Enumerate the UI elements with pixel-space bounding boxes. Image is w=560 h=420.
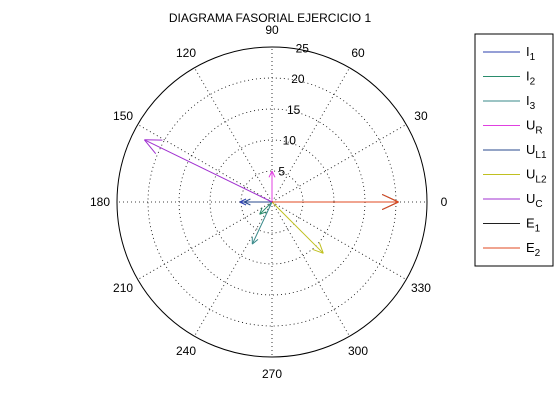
legend-subscript: 2	[535, 248, 541, 259]
phasor-line	[144, 139, 273, 203]
polar-tick-labels: 0 30 60 90 120 150 180 210 240 270 300 330 5 10 15 20 25	[90, 23, 448, 381]
angle-tick-label: 30	[414, 109, 428, 123]
legend-subscript: 3	[530, 101, 536, 112]
angle-tick-label: 270	[262, 367, 282, 381]
phasor-arrowhead	[312, 248, 324, 254]
legend-subscript: R	[535, 126, 542, 137]
phasor-arrowhead	[239, 198, 247, 203]
phasor-arrowhead	[144, 139, 157, 155]
legend-label: I2	[526, 69, 536, 88]
angle-tick-label: 210	[113, 281, 133, 295]
angle-tick-label: 180	[90, 195, 110, 209]
legend-subscript: L2	[535, 175, 547, 186]
phasor-arrowhead	[239, 201, 247, 206]
legend-letter: U	[526, 142, 535, 157]
phasor-arrows	[144, 139, 399, 254]
radial-tick-label: 5	[278, 164, 285, 178]
grid-spoke	[137, 124, 273, 203]
legend-subscript: 1	[535, 224, 541, 235]
legend-letter: E	[526, 216, 535, 231]
angle-tick-label: 120	[176, 46, 196, 60]
legend-subscript: C	[535, 199, 542, 210]
legend-subscript: 1	[530, 52, 536, 63]
legend-letter: E	[526, 240, 535, 255]
legend-label: UL2	[526, 167, 547, 186]
phasor-arrowhead	[271, 170, 276, 178]
phasor-line	[251, 201, 273, 245]
legend-letter: I	[526, 69, 530, 84]
phasor-arrowhead	[259, 207, 263, 215]
phasor-arrowhead	[381, 193, 399, 203]
outer-circle	[116, 46, 428, 358]
legend-subscript: 2	[530, 77, 536, 88]
legend-label: UL1	[526, 142, 547, 161]
radial-tick-label: 20	[291, 72, 305, 86]
legend-label: E2	[526, 240, 541, 259]
legend-subscript: L1	[535, 150, 547, 161]
phasor-arrowhead	[318, 242, 324, 254]
angle-tick-label: 330	[411, 281, 431, 295]
phasor-line	[271, 201, 324, 254]
radial-tick-label: 15	[287, 103, 301, 117]
legend-letter: U	[526, 118, 535, 133]
grid-spoke	[194, 201, 273, 337]
radial-tick-label: 25	[296, 42, 310, 56]
angle-tick-label: 60	[351, 46, 365, 60]
phasor-line	[259, 201, 273, 215]
angle-tick-label: 0	[441, 195, 448, 209]
angle-tick-label: 90	[265, 23, 279, 37]
chart-title: DIAGRAMA FASORIAL EJERCICIO 1	[169, 11, 372, 25]
legend-label: UC	[526, 191, 543, 210]
phasor-arrowhead	[243, 198, 251, 203]
grid-spoke	[271, 201, 407, 280]
legend-label: UR	[526, 118, 543, 137]
phasor-arrowhead	[381, 201, 399, 211]
legend-label: E1	[526, 216, 541, 235]
legend-letter: I	[526, 44, 530, 59]
phasor-arrowhead	[243, 201, 251, 206]
grid-spoke	[271, 201, 350, 337]
radial-tick-label: 10	[283, 134, 297, 148]
legend-label: I1	[526, 44, 536, 63]
phasor-arrowhead	[268, 170, 273, 178]
angle-tick-label: 240	[176, 344, 196, 358]
legend-letter: U	[526, 191, 535, 206]
legend-letter: I	[526, 93, 530, 108]
angle-tick-label: 300	[348, 344, 368, 358]
phasor-arrowhead	[259, 211, 267, 215]
legend-letter: U	[526, 167, 535, 182]
grid-spoke	[194, 67, 273, 203]
legend-label: I3	[526, 93, 536, 112]
phasor-arrowhead	[251, 239, 259, 245]
angle-tick-label: 150	[113, 109, 133, 123]
